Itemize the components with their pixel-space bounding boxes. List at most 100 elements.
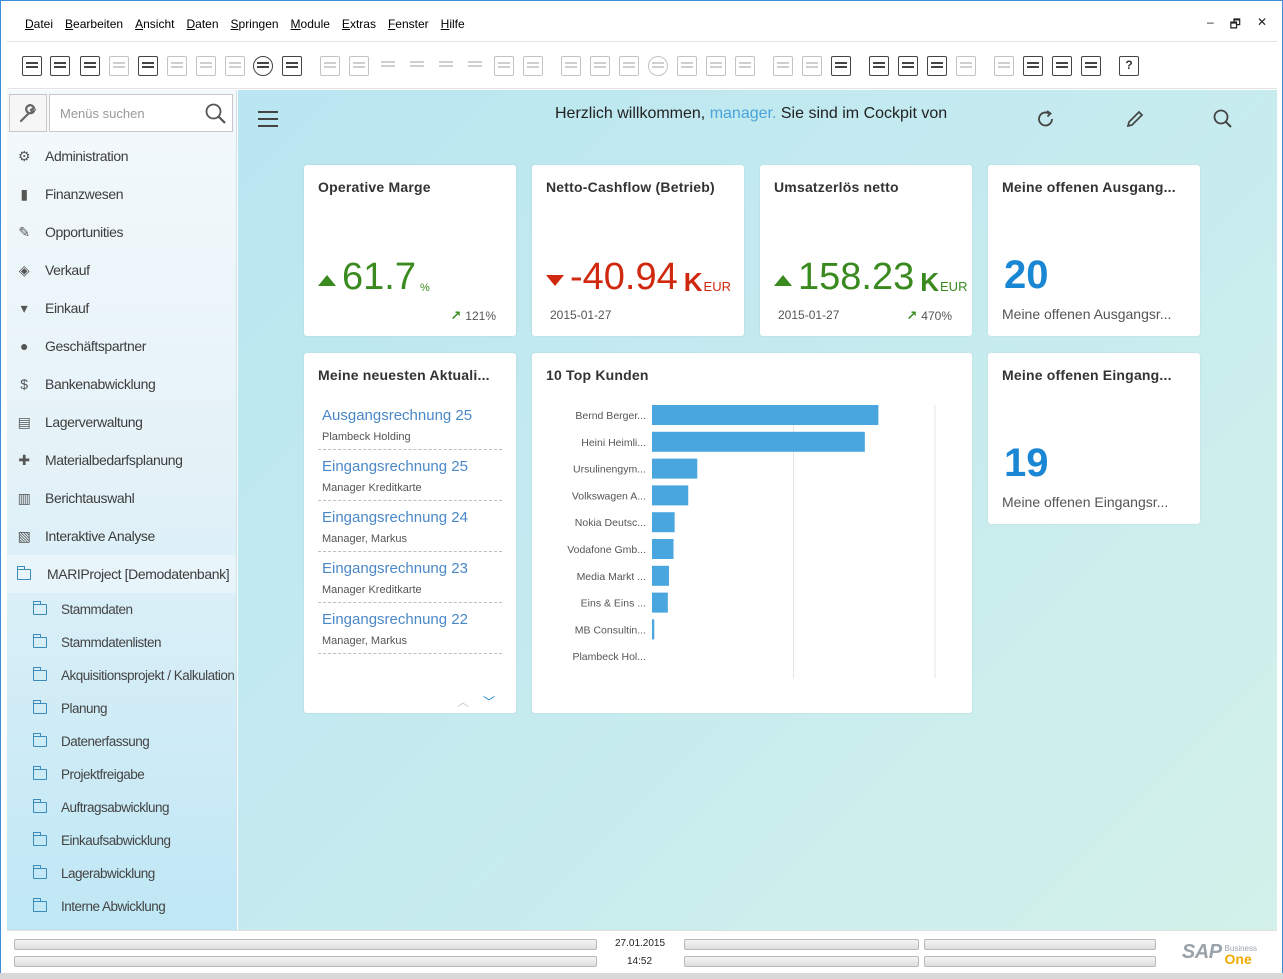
list-item[interactable]: Eingangsrechnung 23 Manager Kreditkarte	[318, 552, 502, 603]
edit-layout-icon[interactable]	[773, 56, 793, 76]
alerts-icon[interactable]	[869, 56, 889, 76]
subnav-stammdatenlisten[interactable]: Stammdatenlisten	[7, 626, 236, 659]
settings-button[interactable]	[9, 94, 47, 132]
search-icon[interactable]	[1212, 108, 1234, 135]
menu-datei[interactable]: Datei	[25, 17, 54, 31]
form-settings-icon[interactable]	[802, 56, 822, 76]
subnav-planung[interactable]: Planung	[7, 692, 236, 725]
menu-springen[interactable]: Springen	[230, 17, 279, 31]
subnav-interne-abwicklung[interactable]: Interne Abwicklung	[7, 890, 236, 923]
payment-icon[interactable]	[648, 56, 668, 76]
gross-profit-icon[interactable]	[619, 56, 639, 76]
next-record-icon[interactable]	[436, 56, 456, 76]
email-icon[interactable]	[80, 56, 100, 76]
chart-bar[interactable]	[652, 592, 668, 613]
nav-einkauf[interactable]: ▾ Einkauf	[7, 289, 236, 327]
last-record-icon[interactable]	[465, 56, 485, 76]
transaction-icon[interactable]	[735, 56, 755, 76]
menu-extras[interactable]: Extras	[341, 17, 376, 31]
refresh-icon[interactable]	[1035, 108, 1057, 135]
list-item[interactable]: Ausgangsrechnung 25 Plambeck Holding	[318, 399, 502, 450]
chart-bar[interactable]	[652, 458, 698, 479]
menu-hilfe[interactable]: Hilfe	[440, 17, 465, 31]
page-down-icon[interactable]: ﹀	[483, 695, 496, 709]
sms-icon[interactable]	[109, 56, 129, 76]
chart-bar[interactable]	[652, 512, 675, 533]
base-document-icon[interactable]	[561, 56, 581, 76]
chart-bar[interactable]	[652, 619, 655, 640]
cockpit-icon[interactable]	[994, 56, 1014, 76]
count-card-ausgangsrechnungen[interactable]: Meine offenen Ausgang... 20 Meine offene…	[988, 165, 1200, 336]
pdf-icon[interactable]	[225, 56, 245, 76]
add-icon[interactable]	[349, 56, 369, 76]
preview-icon[interactable]	[22, 56, 42, 76]
chart-bar[interactable]	[652, 485, 689, 506]
kpi-card-umsatzerloes[interactable]: Umsatzerlös netto 158.23 K EUR 2015-01-2…	[760, 165, 972, 336]
cart-icon: ▾	[20, 299, 28, 316]
help-icon[interactable]: ?	[1119, 56, 1139, 76]
nav-bankenabwicklung[interactable]: $ Bankenabwicklung	[7, 365, 236, 403]
nav-geschaeftspartner[interactable]: ● Geschäftspartner	[7, 327, 236, 365]
subnav-einkaufsabwicklung[interactable]: Einkaufsabwicklung	[7, 824, 236, 857]
widgets-icon[interactable]	[1023, 56, 1043, 76]
page-up-icon[interactable]: ︿	[457, 695, 470, 709]
kpi-card-operative-marge[interactable]: Operative Marge 61.7 % ↗ 121%	[304, 165, 516, 336]
previous-record-icon[interactable]	[407, 56, 427, 76]
edit-icon[interactable]	[1124, 108, 1146, 135]
journal-icon[interactable]	[706, 56, 726, 76]
nav-lagerverwaltung[interactable]: ▤ Lagerverwaltung	[7, 403, 236, 441]
menu-module[interactable]: Module	[290, 17, 330, 31]
subnav-lagerabwicklung[interactable]: Lagerabwicklung	[7, 857, 236, 890]
close-icon[interactable]: ✕	[1256, 15, 1267, 29]
subnav-projektfreigabe[interactable]: Projektfreigabe	[7, 758, 236, 791]
menu-daten[interactable]: Daten	[186, 17, 219, 31]
filter-icon[interactable]	[494, 56, 514, 76]
nav-mariproject[interactable]: MARIProject [Demodatenbank]	[7, 555, 236, 593]
menu-bearbeiten[interactable]: Bearbeiten	[65, 17, 124, 31]
find-icon[interactable]	[320, 56, 340, 76]
menu-ansicht[interactable]: Ansicht	[135, 17, 175, 31]
excel-icon[interactable]	[167, 56, 187, 76]
nav-interaktive-analyse[interactable]: ▧ Interaktive Analyse	[7, 517, 236, 555]
count-card-eingangsrechnungen[interactable]: Meine offenen Eingang... 19 Meine offene…	[988, 353, 1200, 524]
subnav-datenerfassung[interactable]: Datenerfassung	[7, 725, 236, 758]
chart-bar[interactable]	[652, 539, 674, 559]
target-document-icon[interactable]	[590, 56, 610, 76]
list-item[interactable]: Eingangsrechnung 24 Manager, Markus	[318, 501, 502, 552]
chart-bar[interactable]	[652, 431, 865, 452]
menu-fenster[interactable]: Fenster	[387, 17, 429, 31]
analytics-icon[interactable]	[1052, 56, 1072, 76]
subnav-akquisitionsprojekt[interactable]: Akquisitionsprojekt / Kalkulation	[7, 659, 236, 692]
minimize-icon[interactable]: –	[1206, 15, 1214, 29]
move-icon[interactable]	[253, 56, 273, 76]
user-fields-icon[interactable]	[831, 56, 851, 76]
restore-icon[interactable]: 🗗	[1229, 17, 1241, 31]
subnav-stammdaten[interactable]: Stammdaten	[7, 593, 236, 626]
menu-search-input[interactable]	[50, 95, 190, 131]
fax-icon[interactable]	[138, 56, 158, 76]
messages-icon[interactable]	[898, 56, 918, 76]
nav-administration[interactable]: ⚙ Administration	[7, 137, 236, 175]
balance-icon[interactable]	[677, 56, 697, 76]
kpi-card-netto-cashflow[interactable]: Netto-Cashflow (Betrieb) -40.94 K EUR 20…	[532, 165, 744, 336]
search-icon[interactable]	[204, 102, 228, 131]
chart-bar[interactable]	[652, 405, 879, 425]
word-icon[interactable]	[196, 56, 216, 76]
hamburger-menu-icon[interactable]	[258, 111, 278, 127]
list-item[interactable]: Eingangsrechnung 22 Manager, Markus	[318, 603, 502, 654]
list-item[interactable]: Eingangsrechnung 25 Manager Kreditkarte	[318, 450, 502, 501]
nav-materialbedarfsplanung[interactable]: ✚ Materialbedarfsplanung	[7, 441, 236, 479]
sort-icon[interactable]	[523, 56, 543, 76]
nav-verkauf[interactable]: ◈ Verkauf	[7, 251, 236, 289]
print-icon[interactable]	[50, 56, 70, 76]
nav-opportunities[interactable]: ✎ Opportunities	[7, 213, 236, 251]
chart-bar[interactable]	[652, 565, 669, 586]
pervasive-analysis-icon[interactable]	[1081, 56, 1101, 76]
nav-finanzwesen[interactable]: ▮ Finanzwesen	[7, 175, 236, 213]
nav-berichtauswahl[interactable]: ▥ Berichtauswahl	[7, 479, 236, 517]
first-record-icon[interactable]	[378, 56, 398, 76]
lock-form-icon[interactable]	[282, 56, 302, 76]
calendar-icon[interactable]	[927, 56, 947, 76]
org-chart-icon[interactable]	[956, 56, 976, 76]
subnav-auftragsabwicklung[interactable]: Auftragsabwicklung	[7, 791, 236, 824]
